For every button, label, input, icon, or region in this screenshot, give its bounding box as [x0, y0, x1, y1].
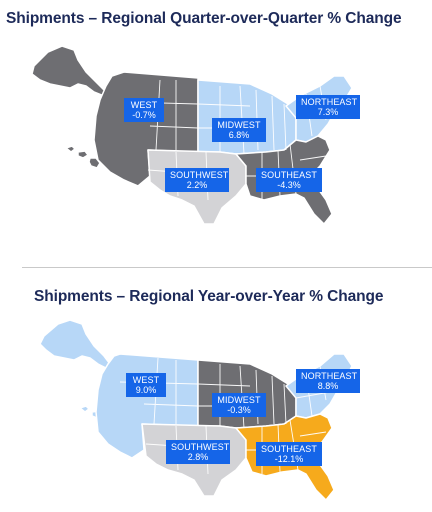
label-midwest-name: MIDWEST — [217, 120, 261, 130]
yoy-map-panel: Shipments – Regional Year-over-Year % Ch… — [0, 270, 432, 512]
label-southeast-name: SOUTHEAST — [261, 170, 317, 180]
label-southwest: SOUTHWEST 2.8% — [166, 440, 230, 464]
label-west-value: 9.0% — [135, 385, 157, 395]
label-midwest: MIDWEST 6.8% — [212, 118, 266, 142]
region-shape-midwest — [197, 79, 297, 155]
panel-divider — [22, 267, 432, 268]
label-west-value: -0.7% — [132, 110, 156, 120]
label-southwest-name: SOUTHWEST — [170, 170, 229, 180]
label-midwest-name: MIDWEST — [217, 395, 261, 405]
label-northeast-value: 8.8% — [317, 381, 339, 391]
label-southeast: SOUTHEAST -12.1% — [256, 442, 322, 466]
label-west: WEST -0.7% — [124, 98, 164, 122]
yoy-us-map — [39, 319, 353, 501]
label-southeast-value: -4.3% — [277, 180, 301, 190]
label-southeast-name: SOUTHEAST — [261, 444, 317, 454]
region-shape-west-alaska — [31, 45, 107, 97]
label-northeast: NORTHEAST 8.8% — [296, 369, 360, 393]
label-southwest: SOUTHWEST 2.2% — [165, 168, 229, 192]
label-midwest: MIDWEST -0.3% — [212, 393, 266, 417]
label-southeast: SOUTHEAST -4.3% — [256, 168, 322, 192]
label-northeast-name: NORTHEAST — [301, 97, 358, 107]
label-southwest-value: 2.8% — [187, 452, 209, 462]
label-northeast-name: NORTHEAST — [301, 371, 358, 381]
region-shape-west-hawaii — [65, 145, 101, 169]
label-southwest-value: 2.2% — [186, 180, 208, 190]
qoq-map-title: Shipments – Regional Quarter-over-Quarte… — [6, 10, 402, 27]
label-west-name: WEST — [132, 375, 160, 385]
label-west: WEST 9.0% — [126, 373, 166, 397]
label-southwest-name: SOUTHWEST — [171, 442, 230, 452]
label-midwest-value: 6.8% — [228, 130, 250, 140]
label-northeast: NORTHEAST 7.3% — [296, 95, 360, 119]
label-midwest-value: -0.3% — [227, 405, 251, 415]
label-northeast-value: 7.3% — [317, 107, 339, 117]
label-west-name: WEST — [130, 100, 158, 110]
region-shape-west-alaska — [39, 319, 111, 369]
label-southeast-value: -12.1% — [274, 454, 304, 464]
yoy-map-title: Shipments – Regional Year-over-Year % Ch… — [34, 288, 384, 305]
qoq-map-panel: Shipments – Regional Quarter-over-Quarte… — [6, 10, 402, 225]
